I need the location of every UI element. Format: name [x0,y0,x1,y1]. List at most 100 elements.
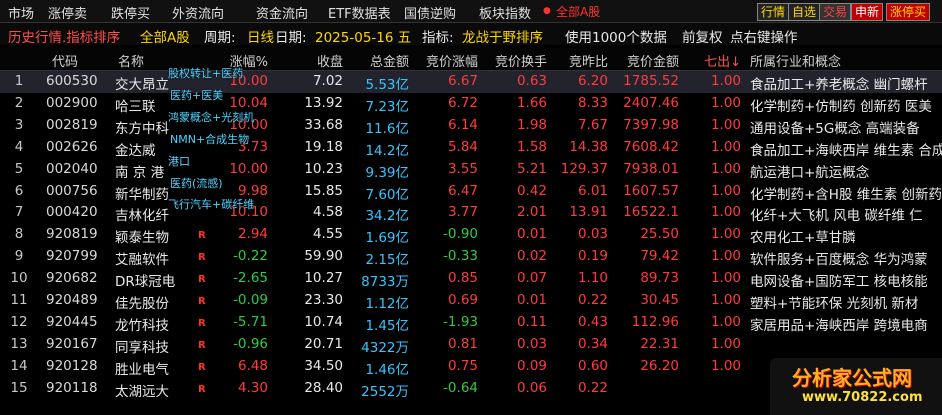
table-cell[interactable]: 002819 [46,116,98,133]
table-cell[interactable]: 33.68 [304,116,343,133]
menu-item[interactable]: 跌停买 [111,7,151,22]
table-cell[interactable]: 14.38 [569,138,608,155]
table-cell[interactable]: 1.00 [710,270,741,287]
table-cell[interactable]: 3.77 [447,204,478,221]
column-header[interactable]: 涨幅% [229,55,268,70]
table-cell[interactable]: 0.07 [516,270,547,287]
table-cell[interactable]: 1.00 [710,226,741,243]
table-cell[interactable]: 2552万 [361,383,409,400]
table-cell[interactable]: 2.01 [516,204,547,221]
table-cell[interactable]: 600530 [46,73,98,89]
table-cell[interactable]: 15 [10,379,28,396]
table-cell[interactable]: -0.90 [443,226,478,243]
table-cell[interactable]: 20.71 [304,335,343,352]
table-cell[interactable]: 10.10 [229,204,268,221]
table-cell[interactable]: 胜业电气 [115,361,169,378]
table-cell[interactable]: 0.02 [516,248,547,265]
table-cell[interactable]: 4.58 [312,204,343,221]
table-cell[interactable]: 22.31 [640,335,679,352]
table-cell[interactable]: 3.55 [447,160,478,177]
toolbar-button[interactable]: 交易 [819,3,852,21]
table-cell[interactable]: 14.2亿 [365,142,409,159]
table-cell[interactable]: 化学制药+含H股 维生素 创新药 [750,186,942,203]
table-cell[interactable]: 化学制药+仿制药 创新药 医美 [750,98,932,115]
table-cell[interactable]: 1.00 [710,94,741,111]
table-cell[interactable]: 6.47 [447,182,478,199]
table-cell[interactable]: 6.01 [577,182,608,199]
table-cell[interactable]: 10.23 [304,160,343,177]
table-cell[interactable]: 4322万 [361,339,409,356]
table-cell[interactable]: 0.11 [516,313,547,330]
table-cell[interactable]: 26.20 [640,357,679,374]
table-cell[interactable]: 0.19 [577,248,608,265]
table-cell[interactable]: 颖泰生物 [115,230,169,247]
table-cell[interactable]: 1.00 [710,313,741,330]
table-cell[interactable]: 塑料+节能环保 光刻机 新材 [750,296,919,312]
menu-item[interactable]: ETF数据表 [328,7,391,22]
table-cell[interactable]: 0.22 [577,379,608,396]
table-cell[interactable]: 2.94 [237,226,268,243]
table-cell[interactable]: 6.20 [577,73,608,89]
table-cell[interactable]: 佳先股份 [115,296,169,312]
table-cell[interactable]: 8.33 [577,94,608,111]
table-cell[interactable]: 5.53亿 [365,77,409,93]
table-cell[interactable]: 002900 [46,94,98,111]
table-cell[interactable]: 1607.57 [623,182,679,199]
table-cell[interactable]: 1.45亿 [365,317,409,334]
table-cell[interactable]: 0.06 [516,379,547,396]
table-cell[interactable]: 920799 [46,248,98,265]
table-cell[interactable]: 10.27 [304,270,343,287]
table-cell[interactable]: 7938.01 [623,160,679,177]
table-cell[interactable]: 0.81 [447,335,478,352]
table-cell[interactable]: 1.00 [710,248,741,265]
table-cell[interactable]: 艾融软件 [115,252,169,269]
column-header[interactable]: 竞价金额 [626,55,679,70]
table-cell[interactable]: 1.00 [710,138,741,155]
table-cell[interactable]: 11.6亿 [365,120,409,137]
table-cell[interactable]: 6.72 [447,94,478,111]
table-cell[interactable]: 1785.52 [623,73,679,89]
table-cell[interactable]: 4.55 [312,226,343,243]
table-cell[interactable]: 0.85 [447,270,478,287]
table-cell[interactable]: 软件服务+百度概念 华为鸿蒙 [750,252,928,269]
table-cell[interactable]: 112.96 [631,313,679,330]
menu-item[interactable]: 市场 [8,7,35,22]
column-header[interactable]: 总金额 [369,55,409,70]
menu-item[interactable]: 涨停卖 [48,7,88,22]
table-cell[interactable]: 13 [10,335,28,352]
table-cell[interactable]: 10.74 [304,313,343,330]
table-cell[interactable]: 家居用品+海峡西岸 跨境电商 [750,317,928,334]
table-cell[interactable]: 1.10 [577,270,608,287]
column-header[interactable]: 七出↓ [704,55,741,70]
table-cell[interactable]: 10.00 [229,73,268,89]
column-header[interactable]: 收盘 [316,55,343,70]
table-cell[interactable]: 7608.42 [623,138,679,155]
table-cell[interactable]: -0.64 [443,379,478,396]
table-cell[interactable]: 1.98 [516,116,547,133]
table-cell[interactable]: 1.46亿 [365,361,409,378]
table-cell[interactable]: 30.45 [640,292,679,308]
menu-item[interactable]: 板块指数 [479,7,532,22]
table-cell[interactable]: 金达威 [115,142,156,159]
toolbar-button[interactable]: 申新 [851,3,884,21]
toolbar-button[interactable]: 自选 [788,3,821,21]
table-cell[interactable]: 电网设备+国防军工 核电核能 [750,274,928,291]
table-cell[interactable]: 002626 [46,138,98,155]
table-cell[interactable]: 13.91 [569,204,608,221]
table-cell[interactable]: 34.50 [304,357,343,374]
table-cell[interactable]: 南 京 港 [115,164,165,181]
toolbar-button[interactable]: 涨停买 [886,3,931,21]
menu-item[interactable]: 国债逆购 [404,7,457,22]
table-cell[interactable]: DR球冠电 [115,274,176,291]
table-cell[interactable]: 5 [14,160,24,177]
table-cell[interactable]: 化纤+大飞机 风电 碳纤维 仁 [750,208,923,225]
table-cell[interactable]: 1.00 [710,292,741,308]
table-cell[interactable]: 10.00 [229,160,268,177]
active-market[interactable]: 全部A股 [556,5,601,19]
column-header[interactable]: 名称 [118,55,145,70]
table-cell[interactable]: 1.12亿 [365,296,409,312]
table-cell[interactable]: 1.00 [710,73,741,89]
table-cell[interactable]: 交大昂立 [115,77,169,93]
table-cell[interactable]: 0.09 [516,357,547,374]
table-cell[interactable]: 920819 [46,226,98,243]
